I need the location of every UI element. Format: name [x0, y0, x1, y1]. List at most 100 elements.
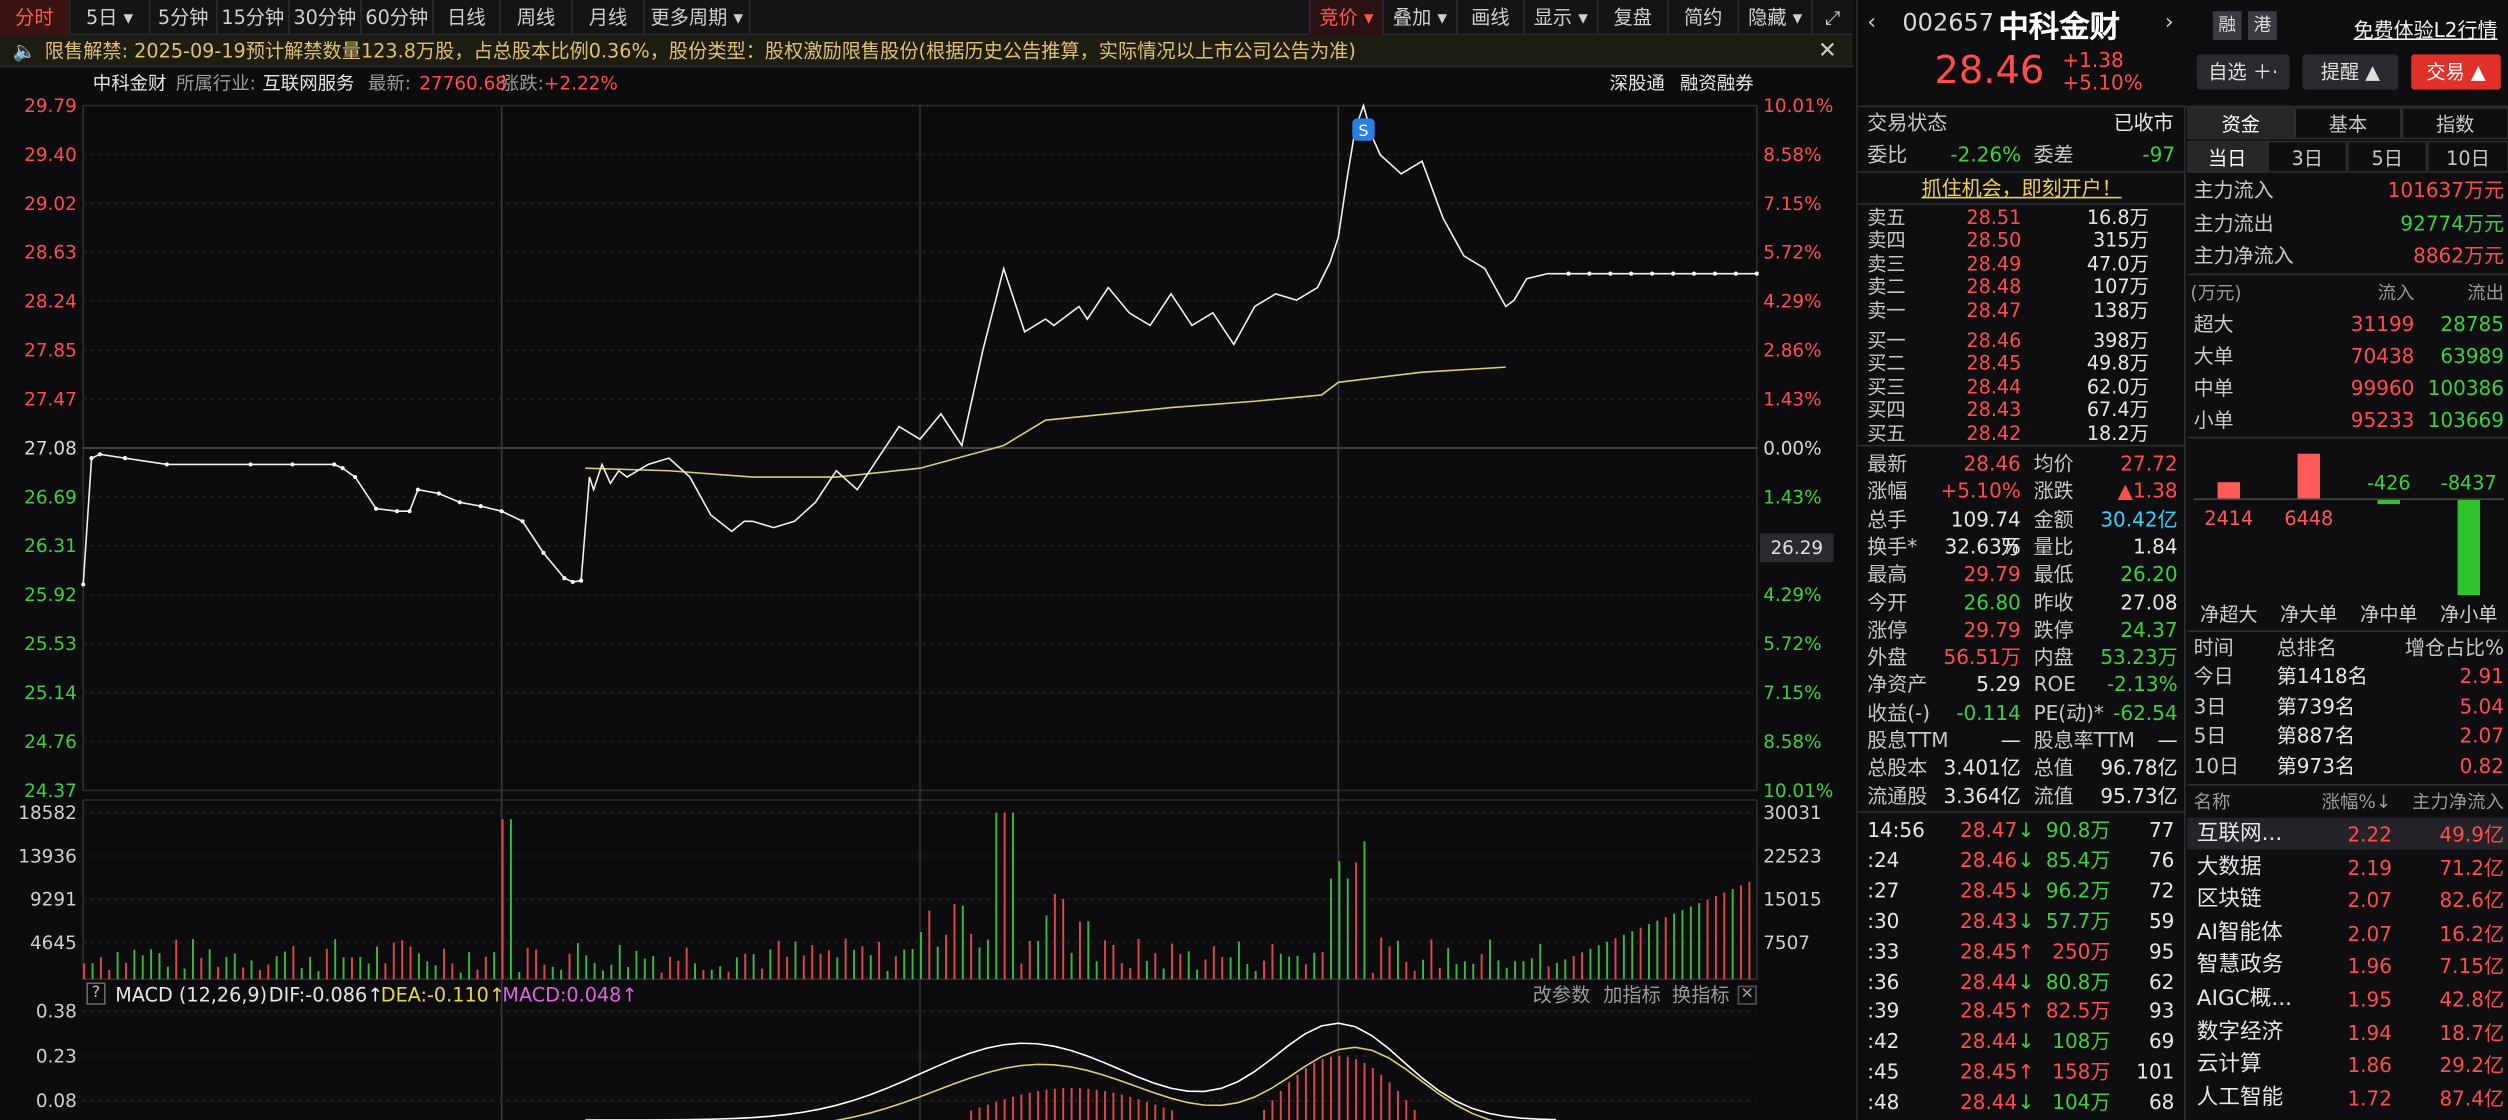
draw-button[interactable]: 画线 [1456, 0, 1523, 36]
price-point [394, 509, 400, 514]
industry-value[interactable]: 互联网服务 [262, 72, 355, 95]
expand-icon[interactable]: ⤢ [1811, 0, 1853, 36]
volume-bar [911, 948, 914, 980]
macd-edit-params-link[interactable]: 改参数 [1532, 984, 1591, 1007]
sector-name[interactable]: 互联网... [2196, 820, 2283, 847]
volume-bar [83, 963, 86, 980]
price-axis-label: 27.08 [24, 438, 77, 459]
tab-monthly[interactable]: 月线 [573, 0, 645, 36]
volume-bar [995, 812, 998, 980]
volume-bar [1212, 946, 1215, 980]
stat-value: 5.29 [1976, 672, 2021, 697]
next-stock-icon[interactable]: › [2164, 9, 2174, 36]
volume-axis-label: 9291 [30, 890, 77, 911]
notice-text: 限售解禁: 2025-09-19预计解禁数量123.8万股，占总股本比例0.36… [44, 40, 1356, 63]
volume-bar [166, 966, 169, 980]
intraday-chart[interactable]: 29.79 10.01% 29.40 8.58% 29.02 7.15% 28.63 5.72… [0, 96, 1853, 1120]
sector-name[interactable]: 数字经济 [2196, 1018, 2284, 1045]
trade-button[interactable]: 交易 ▲ [2411, 54, 2501, 90]
volume-bar [1748, 881, 1751, 980]
open-account-promo[interactable]: 抓住机会，即刻开户！ [1921, 176, 2122, 200]
price-point [499, 509, 504, 514]
volume-bar [325, 948, 328, 980]
display-button[interactable]: 显示 ▾ [1523, 0, 1597, 36]
pct-axis-label: 10.01% [1763, 96, 1833, 117]
volume-bar [1330, 878, 1332, 980]
sector-name[interactable]: 人工智能 [2196, 1084, 2284, 1111]
volume-bar [752, 954, 755, 980]
tab-weekly[interactable]: 周线 [501, 0, 573, 36]
volume-bar [417, 953, 420, 980]
macd-close-icon[interactable]: ✕ [1737, 985, 1757, 1005]
tab-5day-fund[interactable]: 5日 [2347, 140, 2428, 173]
overlay-button[interactable]: 叠加 ▾ [1382, 0, 1456, 36]
flow-head: 流出 [2467, 281, 2504, 304]
tick-price: 28.44 [1960, 968, 2018, 993]
macd-switch-indicator-link[interactable]: 换指标 [1672, 984, 1730, 1007]
sector-pct: 2.22 [2347, 822, 2392, 847]
macd-bar [1380, 1074, 1383, 1120]
sector-name[interactable]: AI智能体 [2196, 919, 2283, 946]
volume-bar [1597, 945, 1600, 980]
prev-stock-icon[interactable]: ‹ [1867, 9, 1877, 36]
tick-volume: 85.4万 [2045, 847, 2111, 872]
tab-today[interactable]: 当日 [2187, 140, 2268, 173]
volume-bar [836, 957, 839, 980]
sector-pct: 1.95 [2347, 987, 2392, 1012]
sz-connect-link[interactable]: 深股通 [1609, 72, 1665, 95]
price-point [570, 579, 575, 585]
sector-row[interactable] [2187, 817, 2508, 850]
stat-value: 30.42亿 [2100, 506, 2178, 531]
stat-value: 28.46 [1963, 451, 2021, 476]
margin-link[interactable]: 融资融券 [1680, 72, 1754, 95]
tab-index[interactable]: 指数 [2401, 107, 2508, 140]
price-point [340, 466, 345, 471]
sector-name[interactable]: AIGC概... [2196, 985, 2292, 1012]
volume-bar [869, 955, 872, 980]
tab-fund[interactable]: 资金 [2187, 107, 2295, 140]
volume-bar [158, 953, 161, 980]
sector-name[interactable]: 大数据 [2196, 853, 2262, 880]
margin-tag[interactable]: 融 [2212, 11, 2242, 40]
tab-15min[interactable]: 15分钟 [218, 0, 290, 36]
tab-3day[interactable]: 3日 [2267, 140, 2348, 173]
add-watchlist-button[interactable]: 自选 ＋· [2196, 54, 2290, 90]
volume-bar [1196, 969, 1199, 980]
volume-bar [685, 947, 688, 980]
close-icon[interactable]: ✕ [1818, 38, 1837, 64]
hk-connect-tag[interactable]: 港 [2248, 11, 2277, 40]
volume-bar [1589, 948, 1592, 980]
bid-level-price: 28.44 [1966, 375, 2022, 399]
macd-bar [1396, 1090, 1399, 1120]
auction-button[interactable]: 竞价 ▾ [1308, 0, 1383, 36]
price-alert-button[interactable]: 提醒 ▲ [2302, 54, 2399, 90]
stat-value: 1.84 [2133, 534, 2178, 559]
simple-button[interactable]: 简约 [1667, 0, 1737, 36]
hide-button[interactable]: 隐藏 ▾ [1737, 0, 1812, 36]
sector-name[interactable]: 智慧政务 [2196, 952, 2284, 979]
volume-bar [1396, 940, 1399, 980]
tab-60min[interactable]: 60分钟 [362, 0, 434, 36]
tab-timeshare[interactable]: 分时 [0, 0, 71, 36]
sector-name[interactable]: 云计算 [2196, 1051, 2262, 1078]
replay-button[interactable]: 复盘 [1596, 0, 1667, 36]
tab-5day[interactable]: 5日 ▾ [70, 0, 151, 36]
macd-add-indicator-link[interactable]: 加指标 [1603, 984, 1661, 1007]
tab-5min[interactable]: 5分钟 [150, 0, 218, 36]
volume-bar [1187, 951, 1190, 980]
sector-name[interactable]: 区块链 [2196, 886, 2262, 913]
sector-head[interactable]: 涨幅%↓ [2321, 790, 2392, 813]
sector-head[interactable]: 主力净流入 [2412, 790, 2504, 813]
tab-more-periods[interactable]: 更多周期 ▾ [645, 0, 751, 36]
tab-10day[interactable]: 10日 [2427, 140, 2508, 173]
tab-basic[interactable]: 基本 [2294, 107, 2402, 140]
stat-label: 涨跌 [2033, 478, 2074, 503]
stat-value: 32.63% [1944, 534, 2021, 559]
tab-daily[interactable]: 日线 [434, 0, 501, 36]
tab-30min[interactable]: 30分钟 [290, 0, 362, 36]
l2-trial-link[interactable]: 免费体验L2行情 [2353, 17, 2498, 42]
volume-bar [1104, 940, 1107, 980]
help-icon[interactable]: ? [86, 982, 106, 1005]
volume-bar [1639, 927, 1642, 980]
pct-axis-label: 0.00% [1763, 438, 1821, 459]
